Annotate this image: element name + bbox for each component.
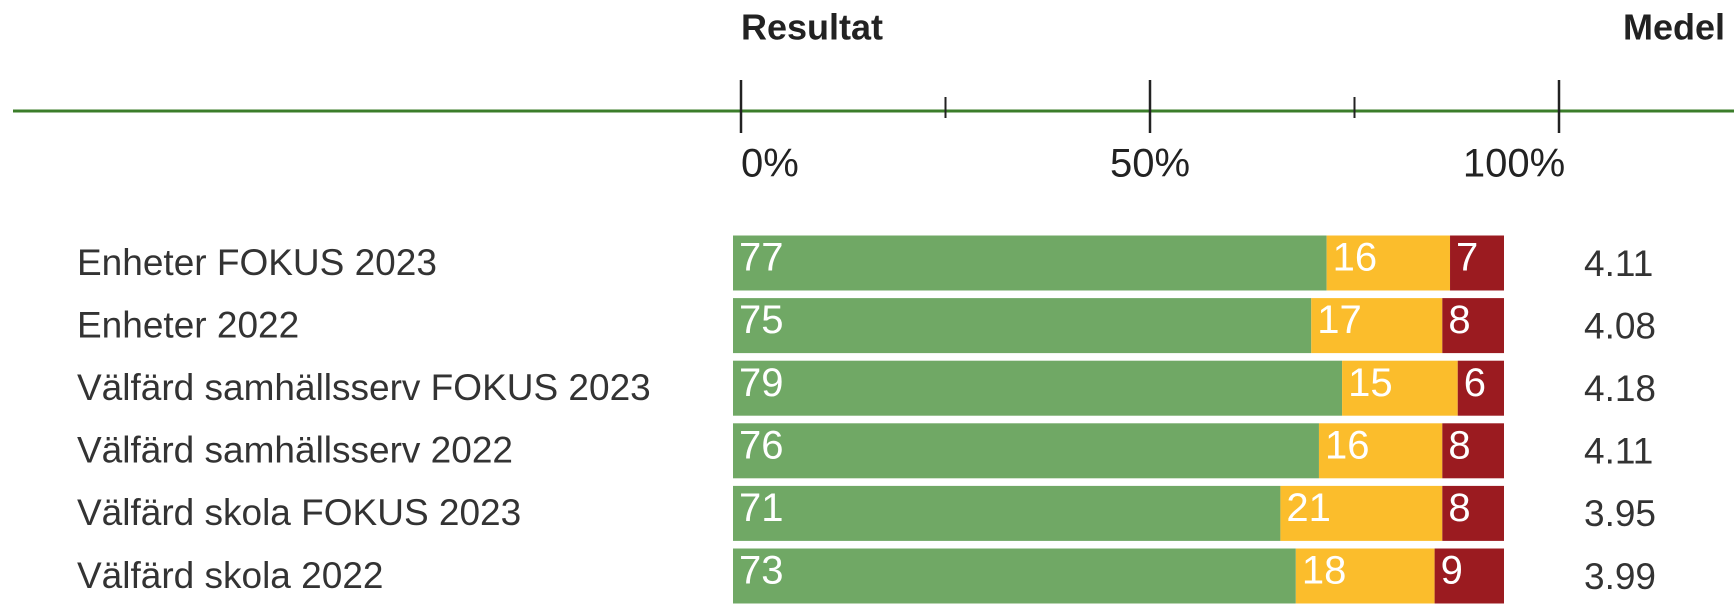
value-label: 8 bbox=[1448, 298, 1470, 342]
category-label: Välfärd samhällsserv FOKUS 2023 bbox=[77, 367, 651, 408]
value-label: 73 bbox=[739, 549, 784, 593]
bar-segment bbox=[1434, 548, 1504, 604]
mean-value: 4.18 bbox=[1584, 368, 1656, 409]
x-tick-label: 100% bbox=[1463, 142, 1565, 186]
bar-segment bbox=[1318, 423, 1443, 479]
bar-segment bbox=[1326, 235, 1451, 291]
bar-segment bbox=[1442, 423, 1504, 479]
x-tick-label: 0% bbox=[741, 142, 799, 186]
category-label: Välfärd skola FOKUS 2023 bbox=[77, 492, 521, 533]
mean-value: 4.11 bbox=[1584, 431, 1653, 472]
value-label: 77 bbox=[739, 236, 784, 280]
value-label: 21 bbox=[1286, 486, 1331, 530]
x-tick-label: 50% bbox=[1110, 142, 1190, 186]
value-label: 8 bbox=[1448, 486, 1470, 530]
category-label: Välfärd skola 2022 bbox=[77, 555, 383, 596]
bar-segment bbox=[1342, 360, 1458, 416]
mean-value: 4.08 bbox=[1584, 305, 1656, 346]
value-label: 79 bbox=[739, 361, 784, 405]
value-label: 75 bbox=[739, 298, 784, 342]
category-label: Välfärd samhällsserv 2022 bbox=[77, 430, 513, 471]
bar-segment bbox=[733, 360, 1343, 416]
value-label: 71 bbox=[739, 486, 784, 530]
value-label: 9 bbox=[1441, 549, 1463, 593]
bar-segment bbox=[1450, 235, 1504, 291]
bar-segment bbox=[1311, 298, 1443, 354]
bar-segment bbox=[1280, 485, 1443, 541]
mean-value: 4.11 bbox=[1584, 243, 1653, 284]
bar-segment bbox=[733, 548, 1296, 604]
bar-segment bbox=[1457, 360, 1504, 416]
category-label: Enheter FOKUS 2023 bbox=[77, 242, 437, 283]
value-label: 16 bbox=[1333, 236, 1378, 280]
category-label: Enheter 2022 bbox=[77, 304, 299, 345]
mean-value: 3.99 bbox=[1584, 556, 1656, 597]
bar-segment bbox=[1442, 298, 1504, 354]
value-label: 15 bbox=[1348, 361, 1393, 405]
value-label: 76 bbox=[739, 423, 784, 467]
value-label: 16 bbox=[1325, 423, 1370, 467]
bar-segment bbox=[733, 235, 1327, 291]
bar-segment bbox=[733, 298, 1312, 354]
means-title: Medel bbox=[1623, 7, 1725, 48]
value-label: 6 bbox=[1464, 361, 1486, 405]
bar-segment bbox=[1295, 548, 1435, 604]
bar-segment bbox=[733, 485, 1281, 541]
value-label: 17 bbox=[1317, 298, 1362, 342]
bar-segment bbox=[733, 423, 1319, 479]
chart-title: Resultat bbox=[741, 7, 883, 48]
value-label: 7 bbox=[1456, 236, 1478, 280]
value-label: 8 bbox=[1448, 423, 1470, 467]
bar-segment bbox=[1442, 485, 1504, 541]
mean-value: 3.95 bbox=[1584, 493, 1656, 534]
value-label: 18 bbox=[1302, 549, 1347, 593]
